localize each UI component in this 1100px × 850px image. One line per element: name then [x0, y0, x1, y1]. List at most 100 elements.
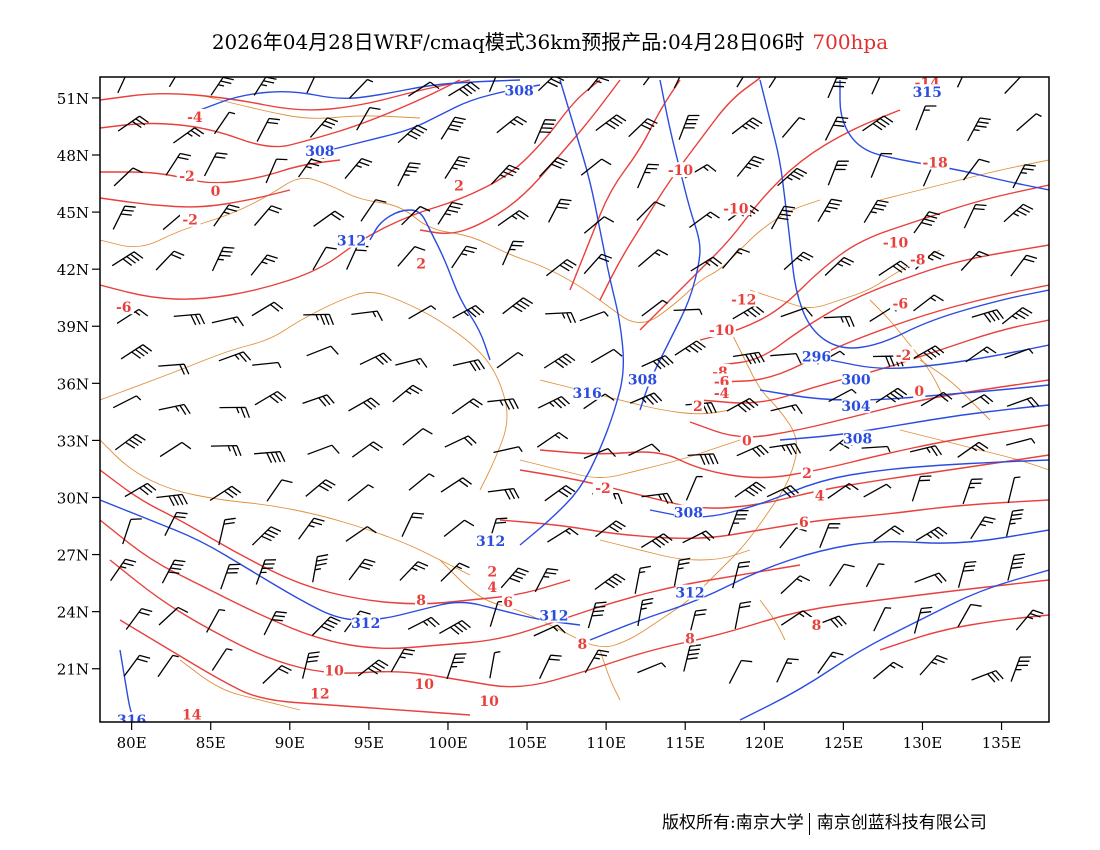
geopotential-contour [759, 384, 1049, 401]
geopotential-label: 308 [305, 144, 334, 160]
wind-barb [402, 428, 433, 446]
temperature-label-bg [478, 693, 500, 709]
boundary-line [899, 429, 1049, 471]
wind-barb [777, 167, 808, 187]
wind-barb [683, 644, 701, 672]
wind-barb [780, 575, 811, 595]
temperature-label: 8 [685, 631, 695, 647]
wind-barb [113, 167, 144, 187]
temperature-contour [599, 77, 761, 301]
wind-barb [265, 158, 288, 184]
wind-barb [347, 484, 374, 502]
lon-label: 120E [745, 734, 785, 752]
lon-label: 110E [586, 734, 626, 752]
wind-barb [306, 77, 316, 94]
wind-barb [545, 311, 577, 324]
temperature-contour [419, 79, 621, 235]
wind-barb [502, 297, 534, 315]
wind-barb [305, 479, 336, 497]
temperature-contour [569, 79, 681, 291]
wind-barb [263, 611, 287, 636]
wind-barb [583, 253, 613, 275]
geopotential-contours [100, 79, 1049, 722]
wind-barb [770, 205, 796, 230]
wind-barb [359, 352, 392, 365]
wind-barb [583, 393, 615, 410]
wind-barb [637, 662, 667, 674]
wind-barb [673, 308, 703, 316]
temperature-contour [719, 244, 1049, 366]
title-main: 2026年04月28日WRF/cmaq模式36km预报产品:04月28日06时 [211, 30, 805, 54]
wind-barb [1016, 113, 1042, 132]
temperature-label: -12 [731, 293, 756, 309]
wind-barb [861, 445, 891, 453]
wind-barb [209, 485, 242, 502]
copyright-left: 版权所有:南京大学 [662, 813, 804, 833]
temperature-label: -2 [896, 348, 912, 364]
wind-barb [250, 254, 278, 276]
geopotential-contour [839, 79, 1049, 191]
wind-barb [487, 487, 520, 500]
temperature-label-bg [711, 384, 732, 400]
wind-barb [912, 345, 945, 361]
geopotential-contour [829, 344, 1049, 370]
wind-barb [827, 77, 848, 99]
wind-barb [164, 511, 188, 536]
wind-barb [873, 525, 905, 542]
temperature-label: -10 [709, 323, 735, 339]
wind-barb [914, 572, 947, 584]
wind-barb [544, 485, 576, 502]
wind-barb [734, 481, 766, 498]
wind-barb [919, 654, 948, 676]
boundary-line [759, 599, 786, 641]
boundary-line [439, 329, 798, 648]
temperature-contour [539, 424, 1049, 479]
wind-barb [490, 164, 520, 185]
temperature-label-bg [707, 322, 736, 338]
geopotential-contour [639, 79, 701, 411]
wind-barb [770, 404, 803, 415]
wind-barb [401, 205, 431, 226]
boundary-line [199, 94, 421, 119]
boundary-line [100, 177, 821, 323]
wind-barb [537, 396, 570, 409]
wind-barb [117, 115, 149, 132]
wind-barb [218, 351, 252, 363]
wind-barb [254, 205, 282, 227]
wind-barb [219, 406, 251, 418]
copyright: 版权所有:南京大学 南京创蓝科技有限公司 [662, 808, 987, 835]
geopotential-label: 308 [505, 83, 534, 99]
wind-barb [824, 256, 855, 276]
geopotential-label-bg [802, 348, 831, 364]
temperature-contour [879, 614, 1049, 651]
boundary-line [100, 292, 508, 491]
wind-barb [451, 398, 483, 415]
geopotential-label-bg [674, 504, 703, 520]
wind-barb [766, 485, 799, 498]
plot-frame [99, 76, 1050, 723]
wind-barb [123, 654, 151, 677]
geopotential-label: 316 [117, 713, 146, 729]
wind-barb [732, 305, 765, 320]
wind-barb [736, 155, 765, 177]
wind-barb [971, 670, 1004, 683]
temperature-label: -2 [182, 213, 198, 229]
boundary-line [179, 659, 301, 711]
wind-barb [158, 606, 189, 626]
wind-barb [640, 533, 673, 549]
wind-barb [440, 562, 470, 582]
wind-barb [590, 348, 623, 364]
wind-barb [871, 77, 881, 95]
wind-barb [114, 433, 146, 451]
temperature-label: 10 [479, 694, 499, 710]
geopotential-label-bg [305, 143, 335, 159]
wind-barb [637, 597, 654, 627]
temperature-contour [719, 284, 1049, 383]
wind-barb [1010, 254, 1038, 277]
temperature-label: 4 [815, 489, 825, 505]
wind-barb [408, 473, 435, 491]
lat-label: 48N [57, 147, 89, 165]
wind-barb [770, 352, 802, 364]
wind-barb [213, 204, 240, 227]
